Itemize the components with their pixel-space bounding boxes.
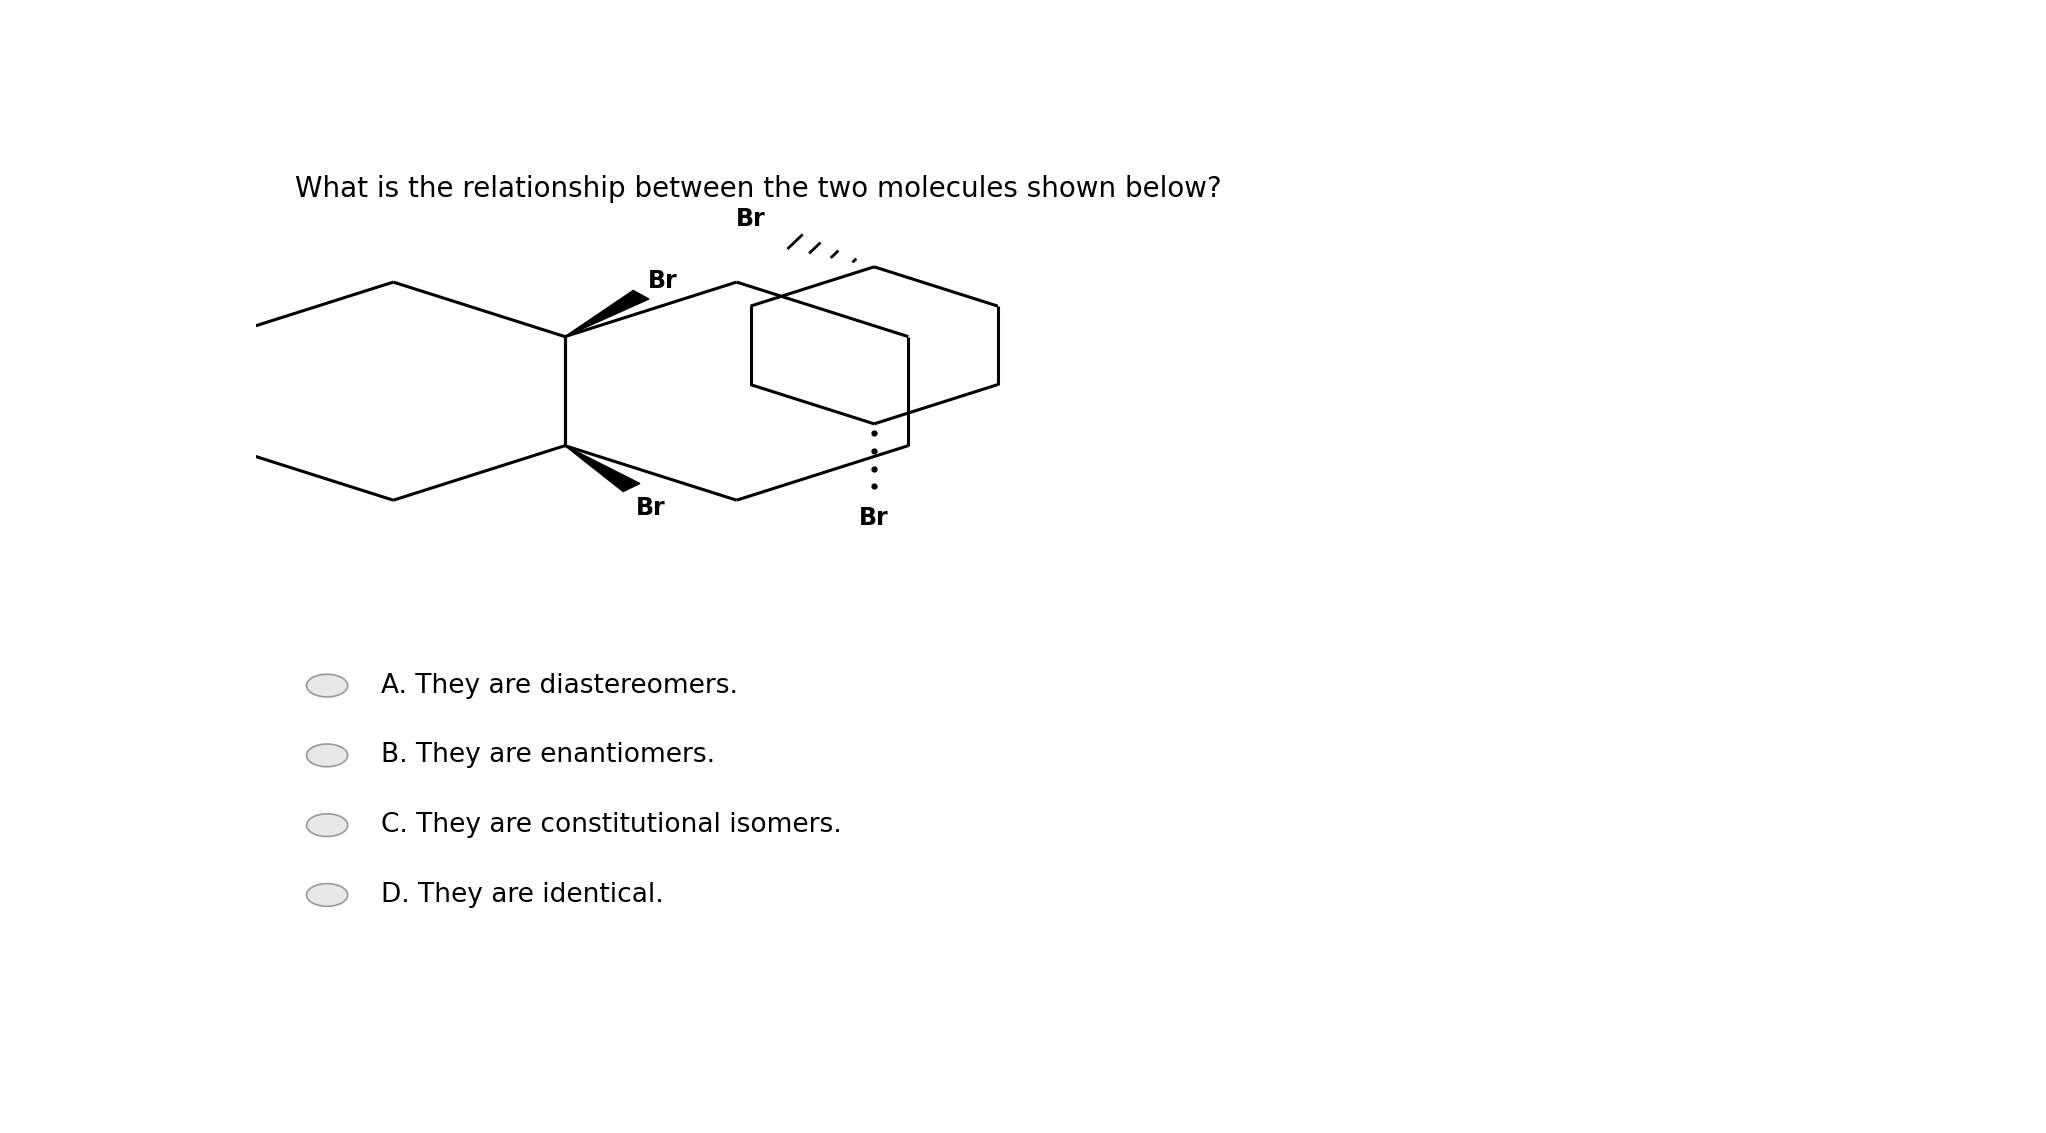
Text: Br: Br	[737, 207, 765, 231]
Text: Br: Br	[647, 269, 677, 293]
Text: A. They are diastereomers.: A. They are diastereomers.	[381, 673, 739, 699]
Text: Br: Br	[636, 496, 665, 520]
Polygon shape	[565, 445, 640, 492]
Text: B. They are enantiomers.: B. They are enantiomers.	[381, 742, 716, 768]
Text: What is the relationship between the two molecules shown below?: What is the relationship between the two…	[295, 176, 1221, 203]
Circle shape	[307, 813, 348, 836]
Circle shape	[307, 884, 348, 906]
Circle shape	[307, 674, 348, 697]
Text: Br: Br	[859, 505, 888, 530]
Text: D. They are identical.: D. They are identical.	[381, 881, 663, 908]
Circle shape	[307, 744, 348, 767]
Text: C. They are constitutional isomers.: C. They are constitutional isomers.	[381, 812, 841, 838]
Polygon shape	[565, 290, 649, 337]
